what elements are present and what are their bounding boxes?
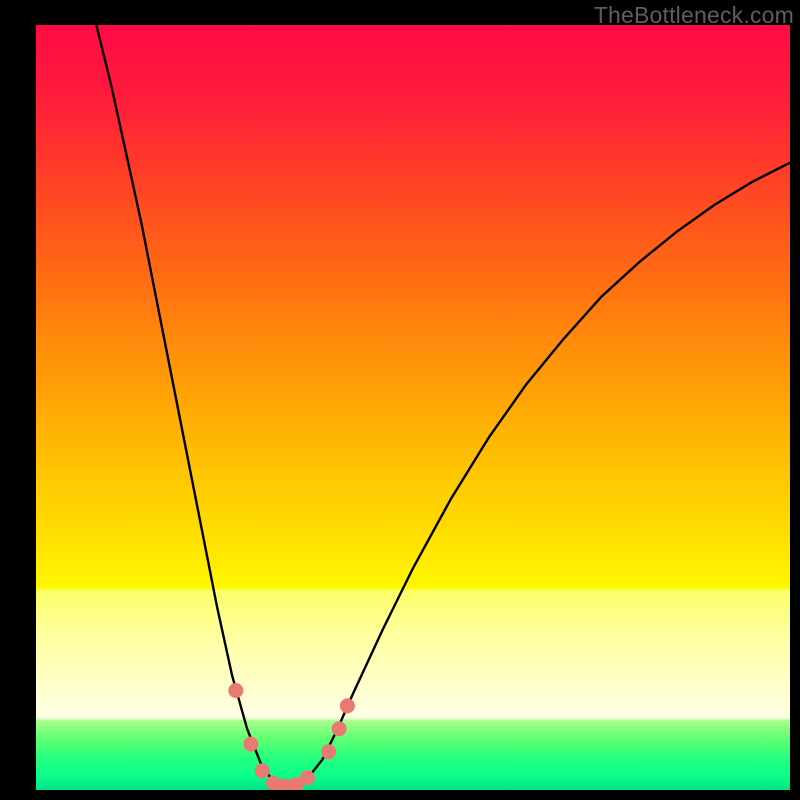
- curve-marker: [229, 684, 243, 698]
- curve-marker: [322, 745, 336, 759]
- curve-marker: [340, 699, 354, 713]
- chart-svg: [36, 25, 790, 790]
- curve-marker: [332, 722, 346, 736]
- plot-area: [36, 25, 790, 790]
- curve-marker: [300, 771, 314, 785]
- chart-container: TheBottleneck.com: [0, 0, 800, 800]
- curve-marker: [244, 737, 258, 751]
- curve-marker: [255, 764, 269, 778]
- gradient-backdrop: [36, 25, 790, 790]
